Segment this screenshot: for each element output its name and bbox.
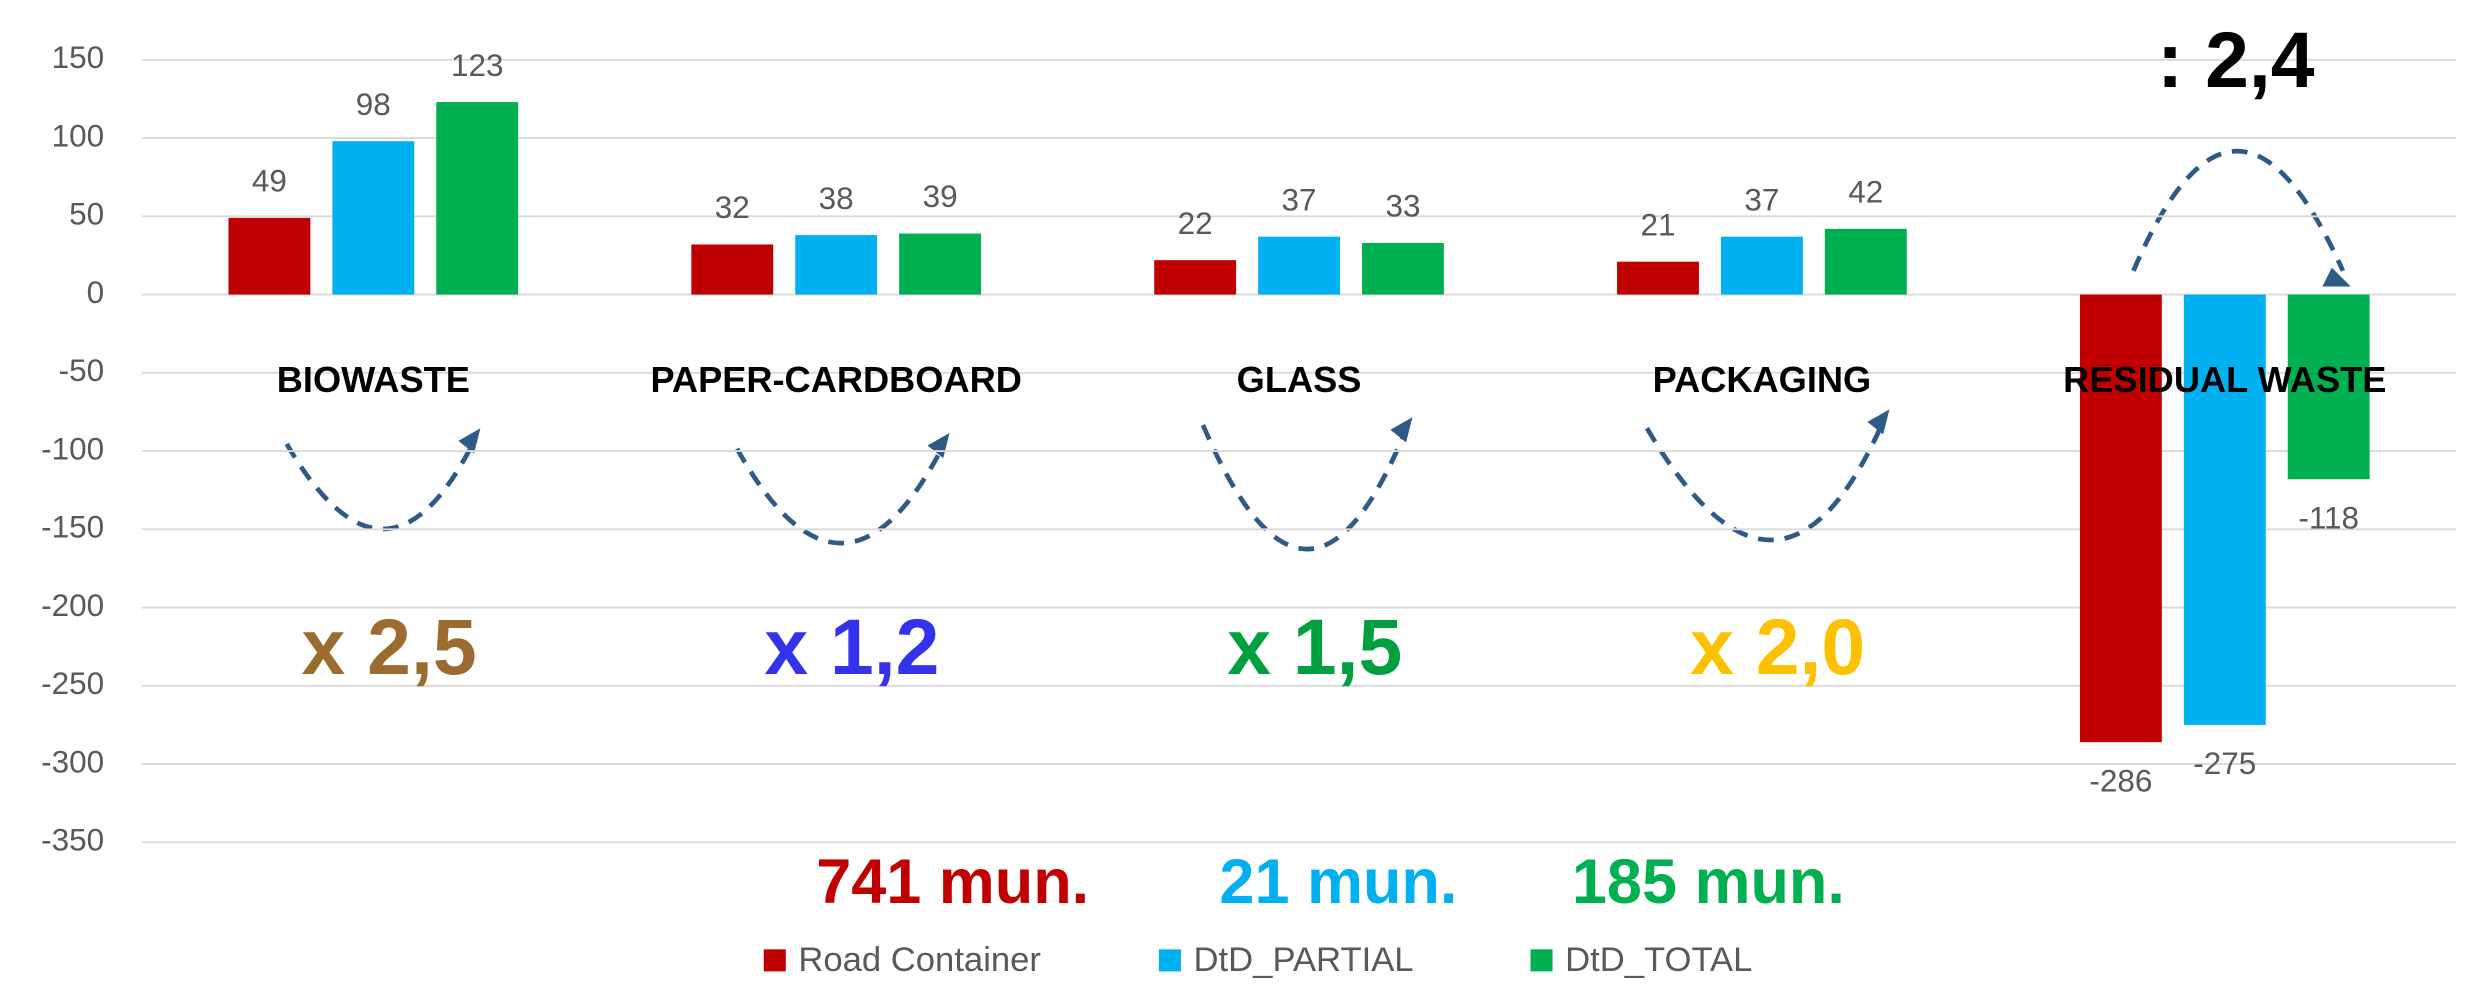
legend-swatch	[1530, 949, 1553, 972]
legend-swatch	[763, 949, 786, 972]
arrow-head	[1390, 417, 1413, 443]
y-tick-label: -150	[41, 510, 104, 545]
bar	[1154, 260, 1237, 295]
value-label: -118	[2298, 500, 2359, 535]
value-label: 22	[1178, 206, 1213, 241]
value-label: 49	[252, 164, 287, 199]
value-label: 39	[923, 179, 958, 214]
bar	[1362, 242, 1444, 295]
y-tick-label: -350	[41, 823, 104, 858]
arc	[1644, 424, 1884, 543]
legend-label: Road Container	[798, 941, 1041, 979]
arrow-head	[1867, 409, 1890, 435]
municipality-count: 185 mun.	[1572, 847, 1845, 917]
arc	[734, 447, 944, 546]
y-tick-label: 100	[52, 118, 105, 153]
category-label: RESIDUAL WASTE	[2063, 359, 2386, 400]
bar	[436, 102, 519, 295]
bar	[1617, 261, 1699, 295]
value-label: 37	[1282, 182, 1317, 217]
arc	[1200, 424, 1407, 552]
legend-label: DtD_PARTIAL	[1194, 941, 1414, 979]
value-label: -275	[2193, 746, 2256, 781]
y-tick-label: 50	[69, 197, 104, 232]
bar	[1720, 236, 1803, 295]
municipality-count: 21 mun.	[1219, 847, 1457, 917]
arc	[284, 442, 475, 532]
legend-label: DtD_TOTAL	[1565, 941, 1752, 979]
y-tick-label: -250	[41, 666, 104, 701]
ratio: x 1,2	[764, 603, 939, 691]
arrow-head	[2322, 267, 2351, 287]
category-label: PAPER-CARDBOARD	[650, 359, 1021, 400]
ratio: : 2,4	[2157, 16, 2315, 104]
value-label: -286	[2089, 763, 2152, 798]
value-label: 123	[451, 48, 504, 83]
category-label: GLASS	[1237, 359, 1362, 400]
value-label: 37	[1744, 182, 1779, 217]
bar	[2183, 294, 2266, 725]
bar	[2287, 294, 2370, 480]
ratio: x 2,0	[1690, 603, 1865, 691]
arc	[2131, 149, 2346, 272]
category-label: PACKAGING	[1653, 359, 1872, 400]
y-tick-label: -300	[41, 744, 104, 779]
y-tick-label: -50	[59, 353, 104, 388]
municipality-count: 741 mun.	[816, 847, 1089, 917]
bar	[1258, 236, 1340, 295]
bar	[899, 233, 982, 295]
bar	[1824, 228, 1907, 295]
bar	[2079, 294, 2162, 743]
arrow-head	[458, 428, 481, 454]
bar	[691, 244, 774, 295]
bar	[795, 235, 878, 295]
value-label: 38	[819, 181, 854, 216]
value-label: 21	[1640, 207, 1675, 242]
value-label: 32	[715, 190, 750, 225]
y-tick-label: -100	[41, 431, 104, 466]
arrows	[284, 149, 2351, 552]
bar	[332, 141, 415, 295]
category-label: BIOWASTE	[277, 359, 470, 400]
bar	[228, 217, 311, 295]
y-tick-label: 150	[52, 40, 105, 75]
legend-swatch	[1158, 949, 1181, 972]
arrow-head	[927, 432, 950, 459]
value-label: 42	[1848, 175, 1883, 210]
value-label: 33	[1385, 189, 1420, 224]
y-tick-label: -200	[41, 588, 104, 623]
y-tick-label: 0	[87, 275, 105, 310]
ratio: x 2,5	[302, 603, 477, 691]
value-label: 98	[356, 87, 391, 122]
ratio: x 1,5	[1227, 603, 1402, 691]
